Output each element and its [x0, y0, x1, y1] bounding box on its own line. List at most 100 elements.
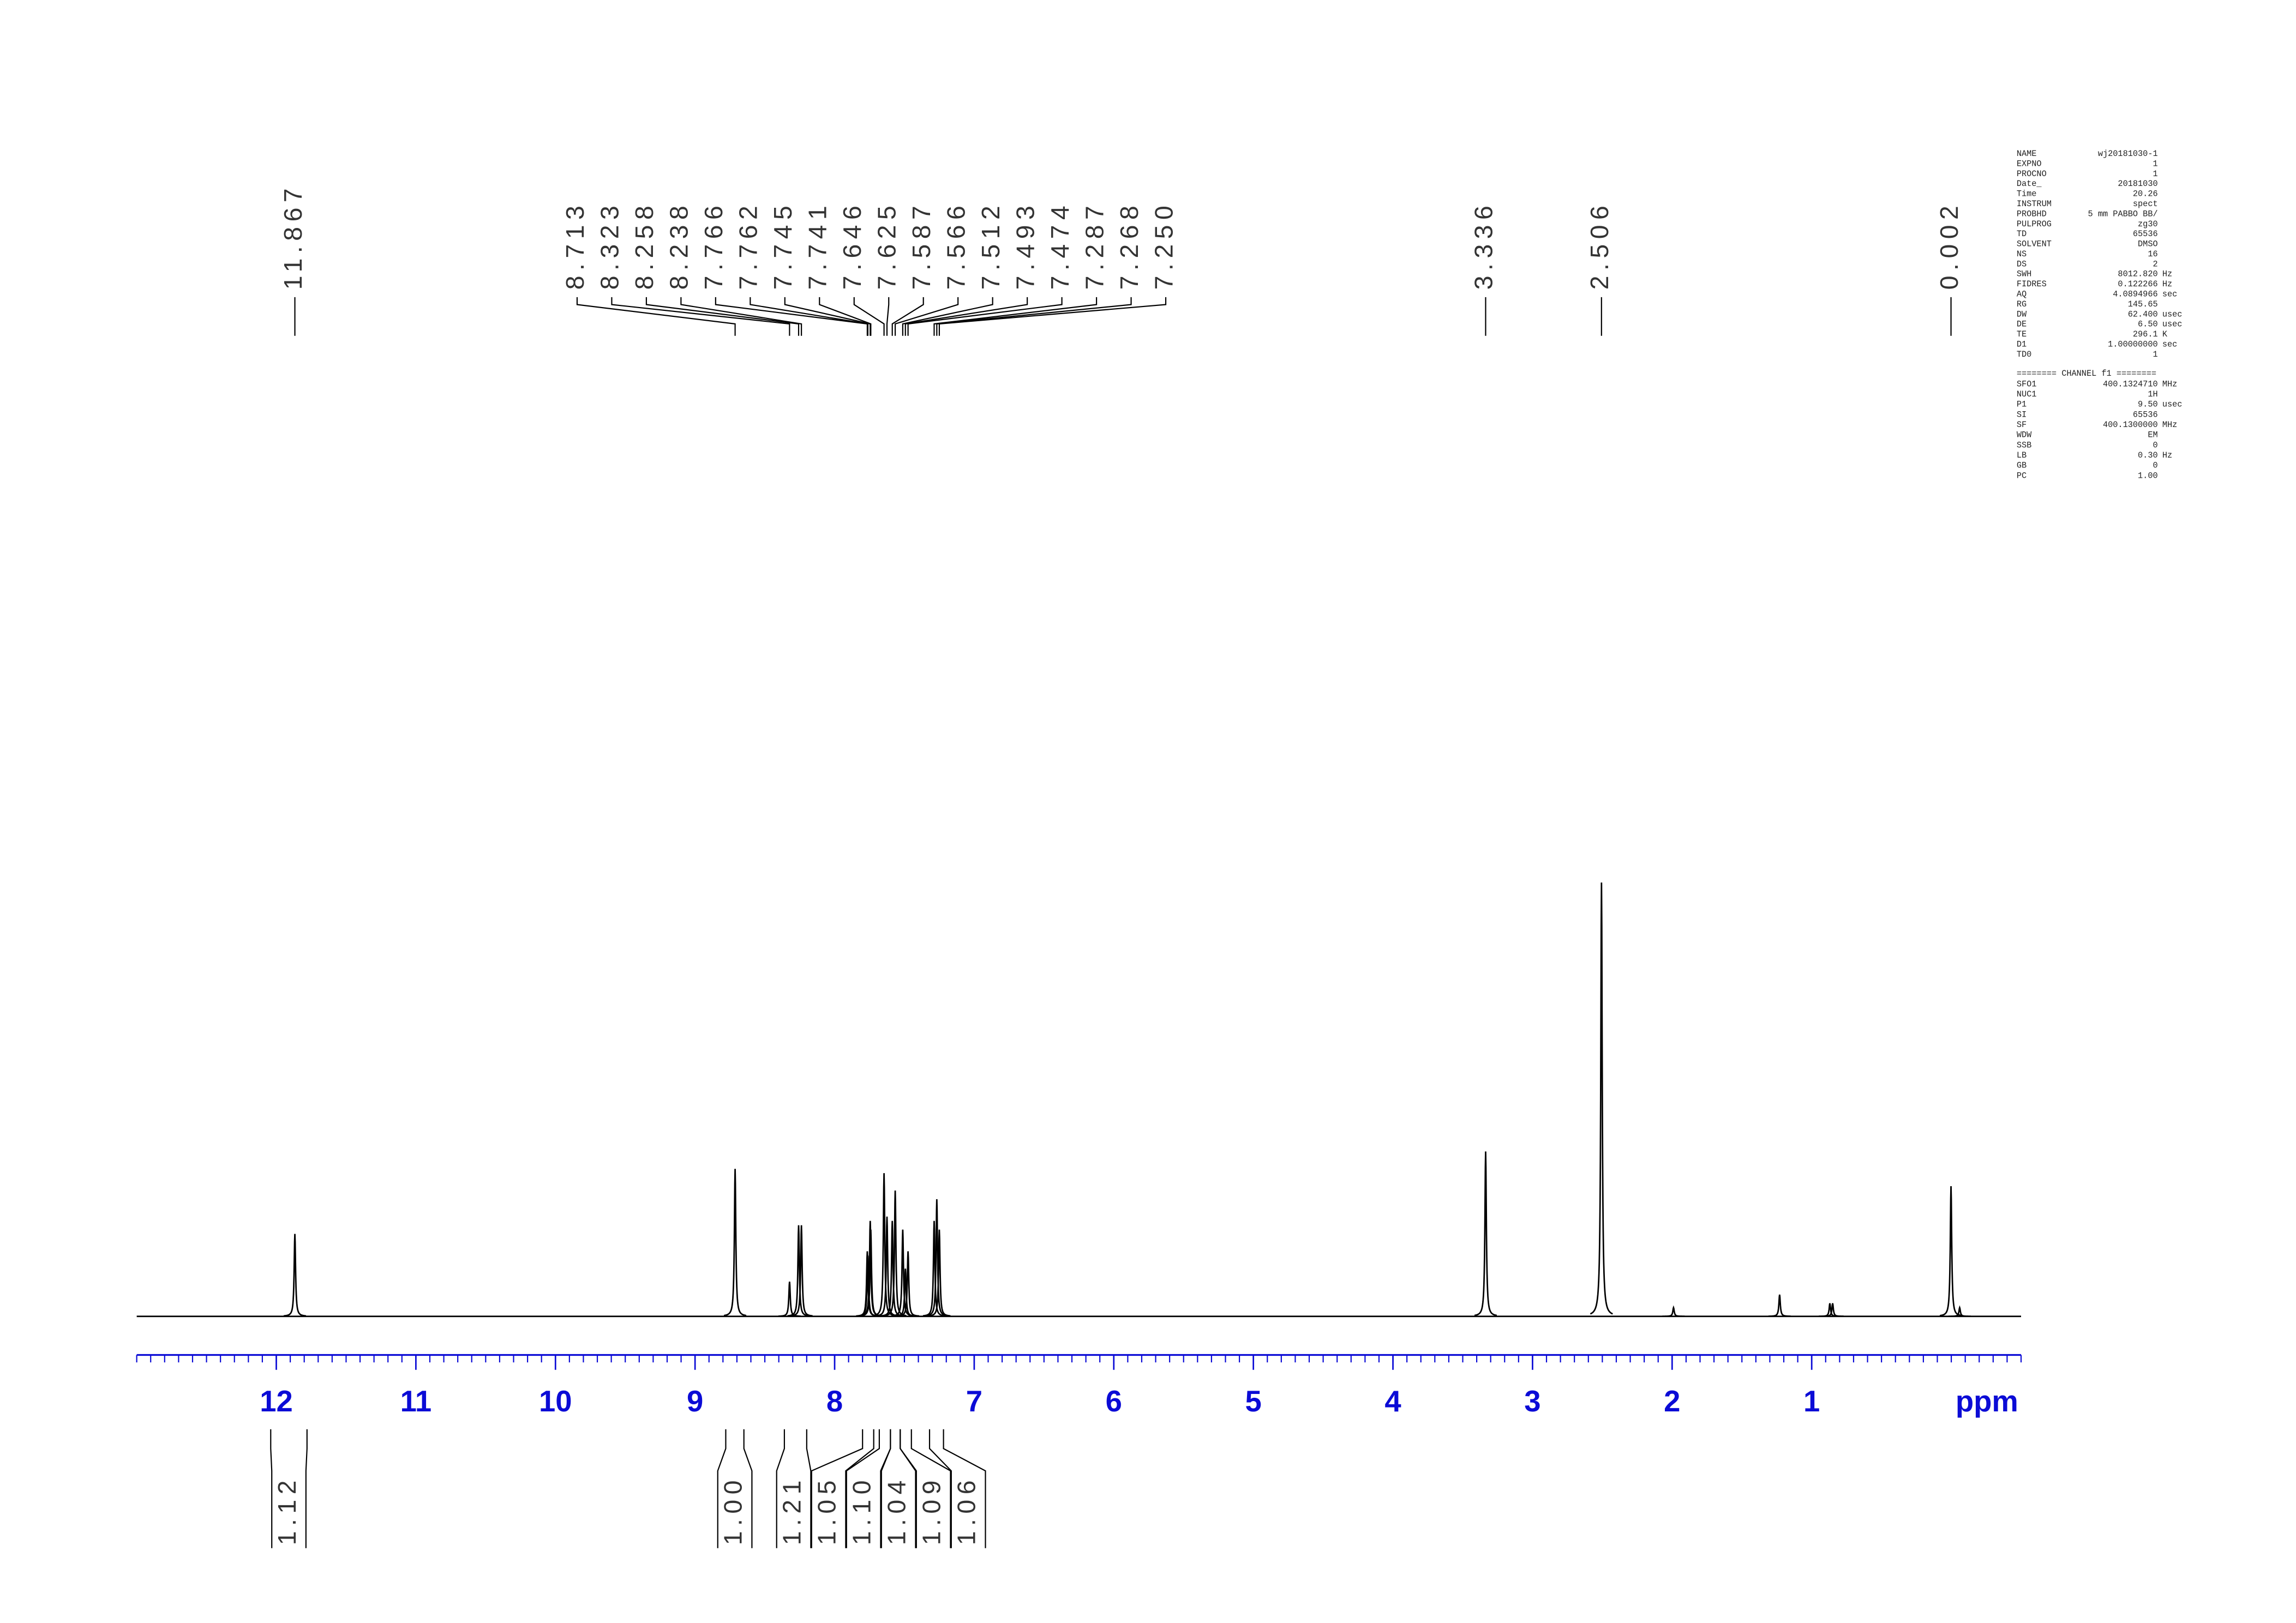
peak-label: 7.566	[942, 201, 970, 290]
param-value: 6.50	[2138, 320, 2158, 329]
integral-label: 1.00	[718, 1475, 747, 1545]
param-value: 145.65	[2128, 299, 2158, 309]
param-name: TE	[2017, 329, 2027, 339]
peak-leader	[894, 297, 959, 336]
param-value: 400.1324710	[2103, 379, 2158, 389]
integral-label: 1.04	[882, 1475, 910, 1545]
integral-label: 1.05	[812, 1475, 841, 1545]
peak-label: 8.238	[665, 201, 693, 290]
param-name: PULPROG	[2017, 219, 2052, 229]
param-value: 1	[2153, 169, 2157, 179]
param-unit: MHz	[2162, 379, 2177, 389]
peak	[872, 1173, 896, 1317]
param-name: SI	[2017, 410, 2027, 419]
peak	[1768, 1294, 1791, 1317]
param-name: TD	[2017, 229, 2027, 239]
x-tick-label: 7	[966, 1385, 982, 1418]
peak	[1474, 1151, 1497, 1317]
integral-bracket	[928, 1429, 986, 1548]
param-unit: sec	[2162, 289, 2177, 299]
param-value: 0.122266	[2118, 279, 2157, 289]
param-unit: Hz	[2162, 450, 2172, 460]
param-value: 1	[2153, 350, 2157, 359]
peak-label: 7.474	[1046, 201, 1074, 290]
param-name: SSB	[2017, 440, 2031, 450]
peak-leader	[645, 297, 800, 336]
param-name: SF	[2017, 420, 2027, 430]
param-unit: usec	[2162, 309, 2183, 319]
param-value: 65536	[2133, 410, 2158, 419]
param-value: zg30	[2138, 219, 2158, 229]
param-name: DE	[2017, 320, 2027, 329]
peak	[1948, 1305, 1971, 1317]
param-value: 4.0894966	[2113, 289, 2157, 299]
integral-label: 1.12	[273, 1475, 301, 1545]
peak-leader	[904, 297, 1028, 336]
peak	[283, 1234, 307, 1317]
peak	[790, 1225, 813, 1317]
param-name: RG	[2017, 299, 2027, 309]
peak-leader	[611, 297, 790, 336]
param-value: 20181030	[2118, 179, 2157, 189]
peak	[897, 1251, 920, 1317]
param-value: 5 mm PABBO BB/	[2088, 209, 2158, 219]
param-value: 16	[2148, 249, 2157, 259]
x-tick-label: 3	[1524, 1385, 1540, 1418]
peak	[1590, 882, 1613, 1315]
peak-leader	[576, 297, 736, 336]
param-value: 1	[2153, 159, 2157, 169]
param-name: WDW	[2017, 430, 2032, 440]
peak-leader	[750, 297, 869, 336]
param-unit: MHz	[2162, 420, 2177, 430]
param-name: GB	[2017, 461, 2027, 471]
integral-bracket	[717, 1429, 753, 1548]
x-tick-label: 9	[687, 1385, 703, 1418]
peak-label: 7.741	[804, 201, 832, 290]
param-value: 20.26	[2133, 189, 2158, 199]
peak-label: 7.512	[976, 201, 1005, 290]
peak-leader	[853, 297, 885, 336]
x-tick-label: 4	[1384, 1385, 1401, 1418]
param-value: DMSO	[2138, 239, 2158, 249]
integral-label: 1.10	[847, 1475, 876, 1545]
peak-label: 7.268	[1115, 201, 1143, 290]
peak	[778, 1281, 801, 1317]
integral-label: 1.09	[917, 1475, 945, 1545]
peak	[723, 1169, 747, 1317]
param-value: 1H	[2148, 389, 2157, 399]
peak	[928, 1229, 951, 1317]
param-unit: K	[2162, 329, 2168, 339]
param-name: PROCNO	[2017, 169, 2047, 179]
integral-bracket	[811, 1429, 874, 1548]
param-name: SOLVENT	[2017, 239, 2052, 249]
param-unit: sec	[2162, 339, 2177, 349]
param-name: FIDRES	[2017, 279, 2047, 289]
param-name: AQ	[2017, 289, 2027, 299]
param-value: wj20181030-1	[2098, 149, 2158, 159]
peak-label: 3.336	[1470, 201, 1498, 290]
param-name: DS	[2017, 259, 2027, 269]
param-name: NUC1	[2017, 389, 2037, 399]
param-value: 1.00	[2138, 471, 2158, 480]
peak-label: 7.766	[699, 201, 728, 290]
peak-label: 7.762	[734, 201, 763, 290]
peak-leader	[907, 297, 1063, 336]
x-tick-label: 12	[260, 1385, 293, 1418]
param-name: LB	[2017, 450, 2027, 460]
peak-label: 8.713	[561, 201, 589, 290]
param-name: PC	[2017, 471, 2027, 480]
param-value: 0	[2153, 461, 2157, 471]
param-name: Time	[2017, 189, 2037, 199]
param-name: NAME	[2017, 149, 2037, 159]
param-value: 8012.820	[2118, 269, 2157, 279]
integral-bracket	[900, 1429, 951, 1548]
x-tick-label: 6	[1106, 1385, 1122, 1418]
peak-leader	[938, 297, 1167, 336]
param-name: DW	[2017, 309, 2027, 319]
param-value: 0	[2153, 440, 2157, 450]
x-tick-label: 10	[539, 1385, 572, 1418]
param-name: D1	[2017, 339, 2027, 349]
param-unit: Hz	[2162, 279, 2172, 289]
integral-bracket	[776, 1429, 812, 1548]
